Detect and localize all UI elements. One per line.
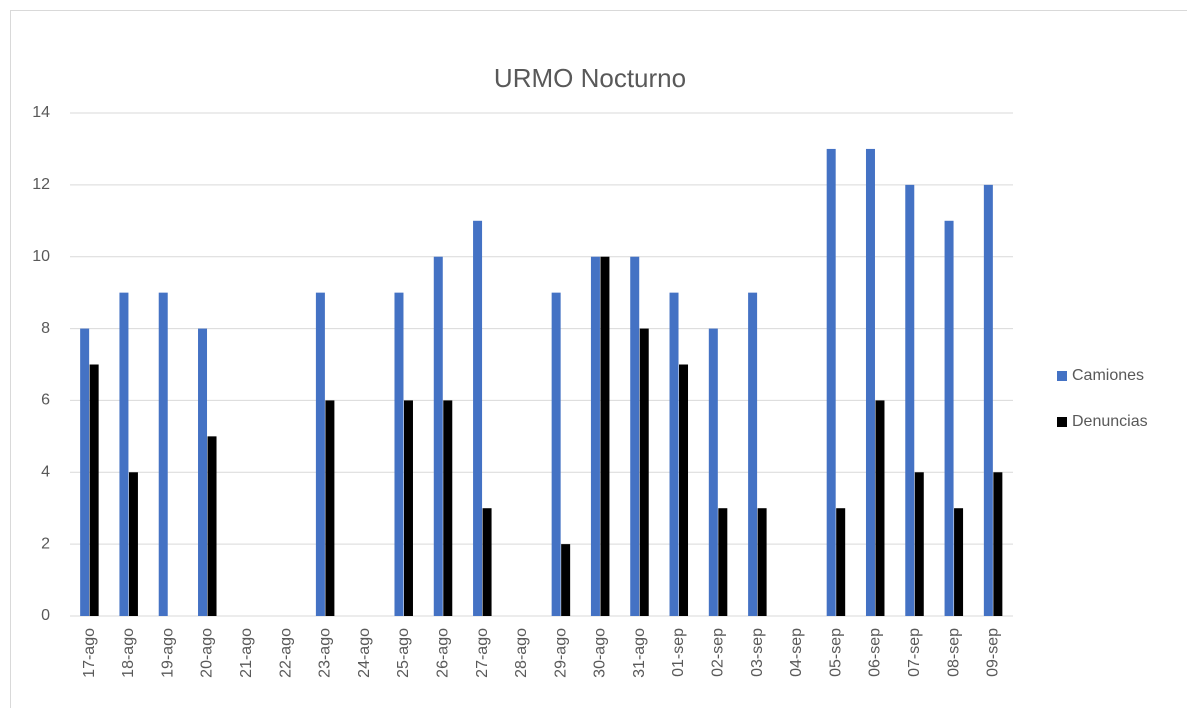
bar [669,292,679,616]
x-tick-label: 24-ago [356,628,373,678]
bar [600,256,610,616]
y-tick-label: 8 [41,320,50,337]
x-tick-label: 05-sep [827,628,844,677]
bar [944,220,954,617]
x-tick-label: 02-sep [710,628,727,677]
legend-swatch [1057,417,1067,427]
x-tick-label: 17-ago [81,628,98,678]
bar [403,400,413,616]
bar [826,148,836,616]
bar [561,544,571,616]
x-tick-label: 22-ago [277,628,294,678]
bar [757,508,767,616]
bar [630,256,640,616]
y-tick-label: 12 [32,176,50,193]
bar [128,472,138,616]
bar [718,508,728,616]
x-tick-label: 26-ago [434,628,451,678]
bar [983,184,993,616]
bar [708,328,718,616]
x-tick-label: 18-ago [120,628,137,678]
bar [748,292,758,616]
bar [993,472,1003,616]
bar [473,220,483,617]
x-tick-label: 01-sep [670,628,687,677]
y-tick-label: 10 [32,248,50,265]
bar [80,328,90,616]
bar [89,364,99,616]
x-tick-label: 28-ago [513,628,530,678]
x-tick-label: 21-ago [238,628,255,678]
bar [158,292,168,616]
x-tick-label: 09-sep [985,628,1002,677]
x-tick-label: 04-sep [788,628,805,677]
legend-label: Camiones [1072,367,1144,384]
y-tick-label: 14 [32,104,50,121]
x-tick-label: 23-ago [317,628,334,678]
y-tick-label: 0 [41,607,50,624]
bar [836,508,846,616]
y-tick-label: 6 [41,392,50,409]
x-tick-label: 31-ago [631,628,648,678]
x-tick-label: 07-sep [906,628,923,677]
chart-border [10,10,1187,708]
y-tick-label: 4 [41,464,50,481]
legend-label: Denuncias [1072,413,1148,430]
y-tick-label: 2 [41,535,50,552]
chart-title: URMO Nocturno [494,63,686,93]
x-tick-label: 27-ago [474,628,491,678]
bar [954,508,964,616]
x-tick-label: 06-sep [867,628,884,677]
bar [679,364,689,616]
x-tick-label: 19-ago [159,628,176,678]
x-tick-label: 30-ago [592,628,609,678]
bar [875,400,885,616]
x-tick-label: 20-ago [199,628,216,678]
bar [198,328,208,616]
bar [865,148,875,616]
bar [433,256,443,616]
legend-swatch [1057,371,1067,381]
bar [315,292,325,616]
bar [482,508,492,616]
x-tick-label: 08-sep [945,628,962,677]
bar [325,400,335,616]
bar [394,292,404,616]
bar [914,472,924,616]
bar [639,328,649,616]
bar [443,400,453,616]
bar [207,436,217,616]
x-tick-label: 03-sep [749,628,766,677]
x-tick-label: 29-ago [552,628,569,678]
bar [590,256,600,616]
bar [905,184,915,616]
x-tick-label: 25-ago [395,628,412,678]
bar [119,292,129,616]
bar [551,292,561,616]
